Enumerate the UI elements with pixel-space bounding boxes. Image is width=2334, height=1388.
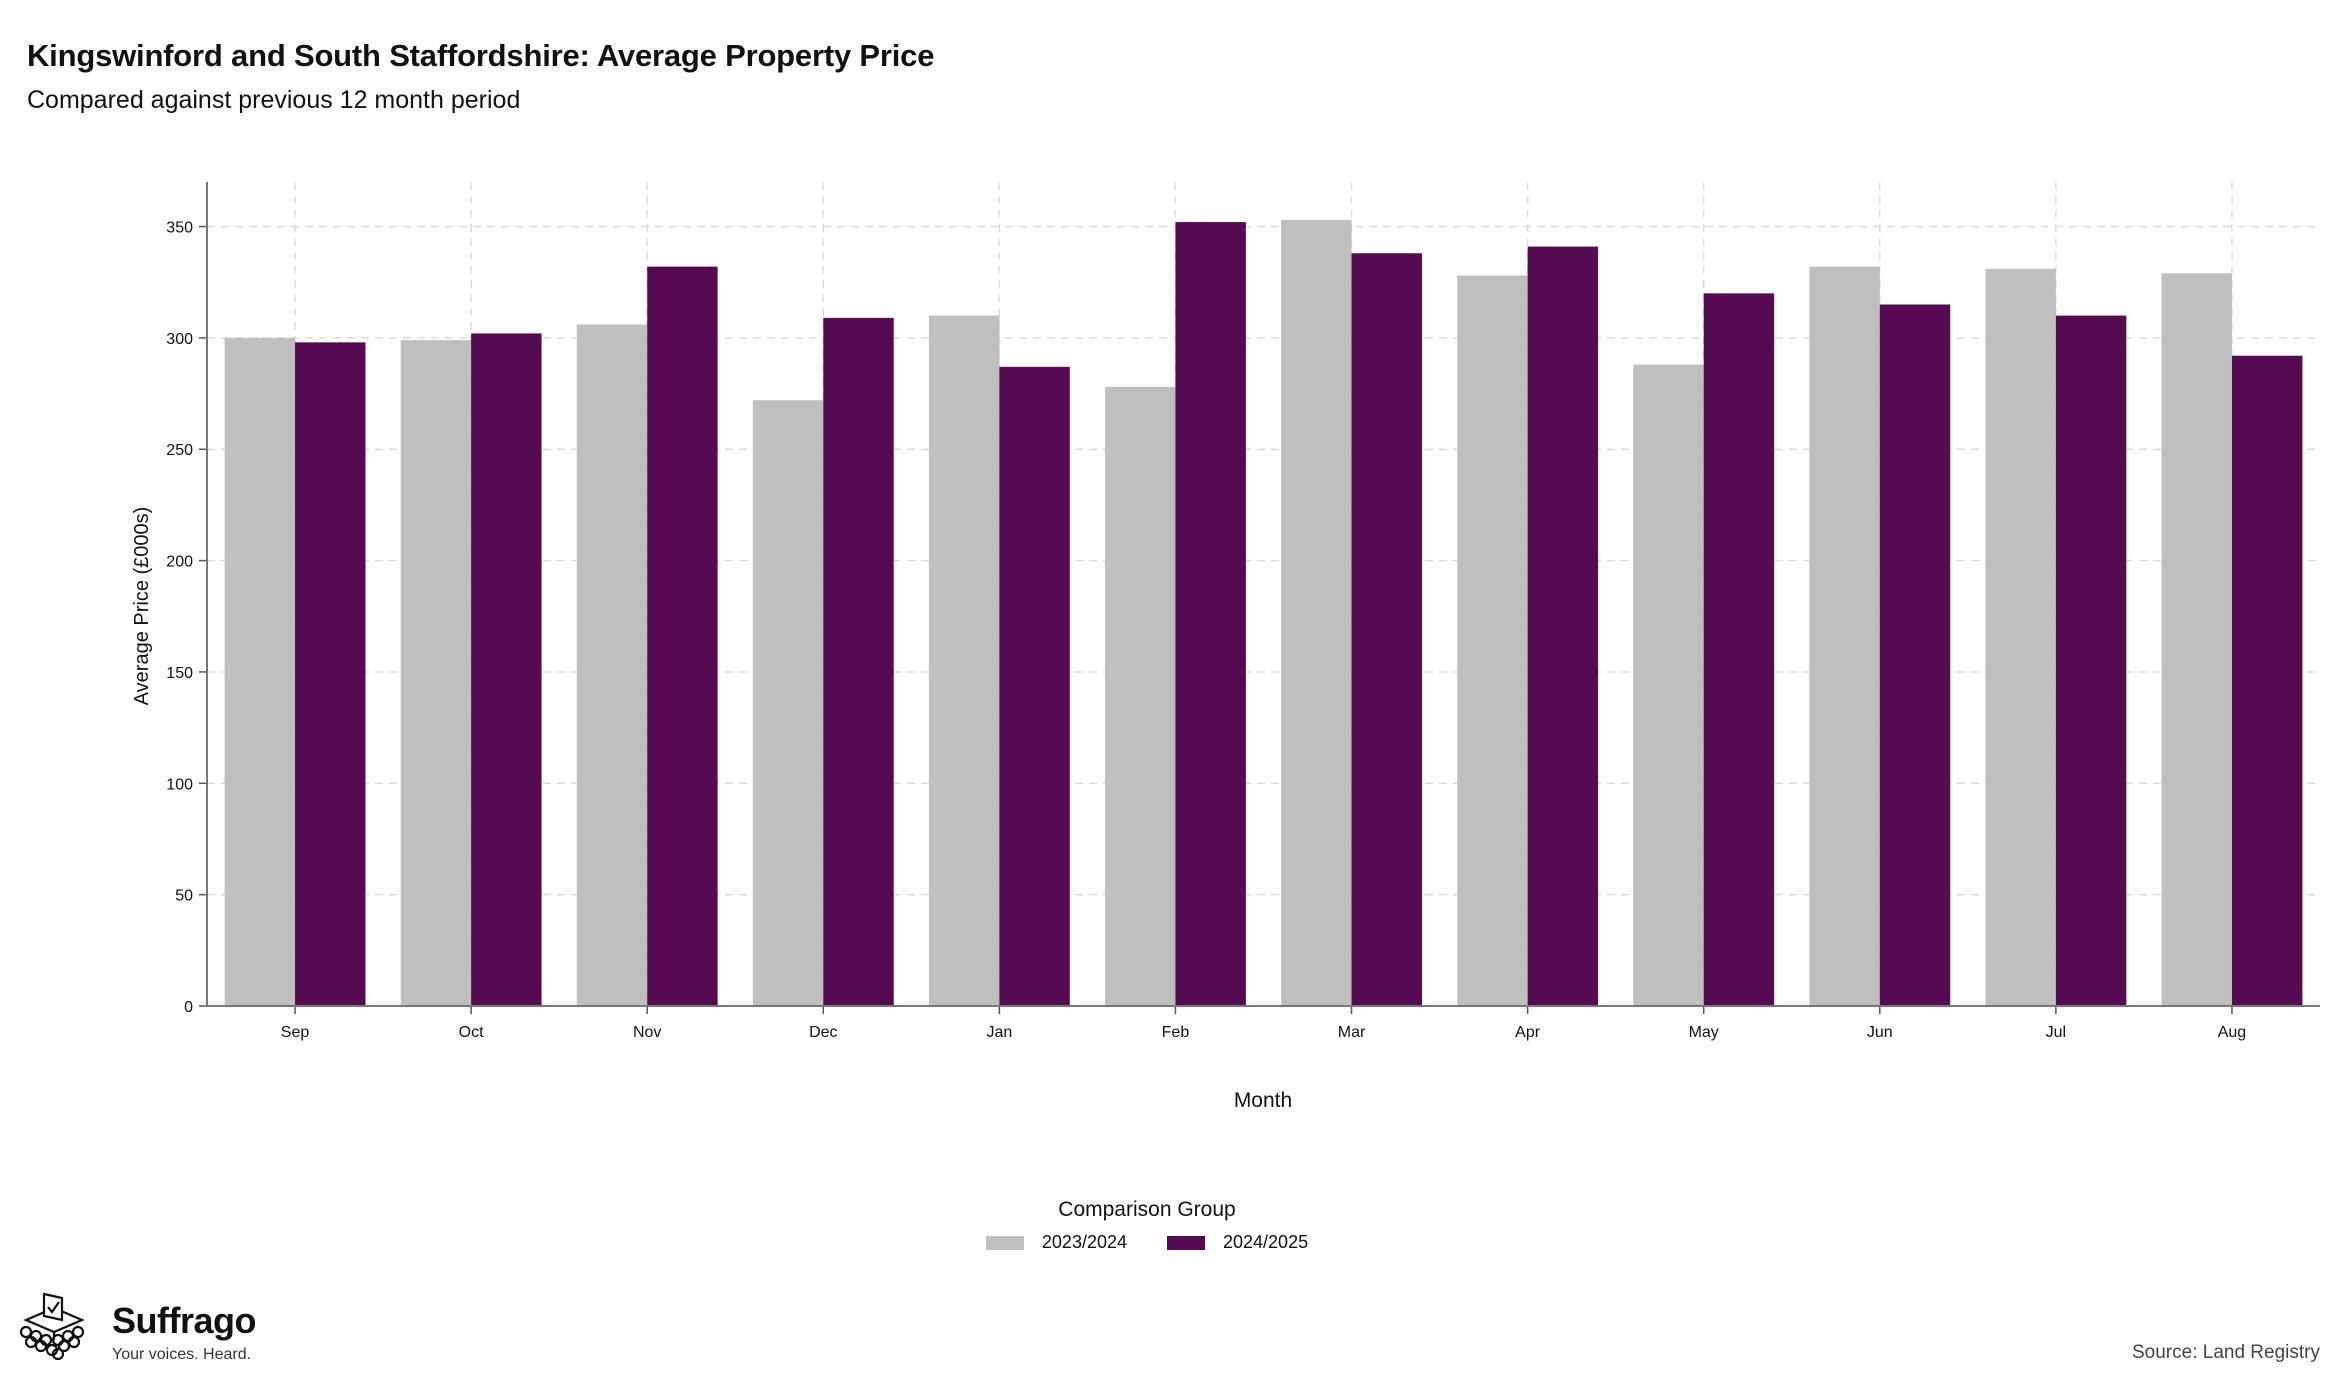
bar-2024-2025-mar: [1351, 253, 1422, 1006]
legend-title: Comparison Group: [1058, 1198, 1236, 1221]
legend-item-2024-2025: 2024/2025: [1167, 1232, 1308, 1253]
bar-2024-2025-aug: [2231, 355, 2303, 1006]
bar-2024-2025-dec: [823, 317, 894, 1007]
bar-2023-2024-jul: [1985, 268, 2056, 1006]
x-tick-label: Aug: [2218, 1024, 2246, 1041]
axes: 0 50 100 150 200 250 300 350 Sep Oct Nov Dec Jan Feb M…: [166, 182, 2320, 1041]
bar-2024-2025-jul: [2055, 315, 2127, 1007]
bar-2024-2025-sep: [295, 342, 366, 1006]
bar-2023-2024-aug: [2161, 273, 2232, 1006]
x-tick-label: Feb: [1162, 1024, 1190, 1041]
bar-2023-2024-jun: [1809, 266, 1880, 1006]
y-tick-label: 200: [166, 554, 193, 571]
y-tick-label: 250: [166, 442, 193, 459]
x-tick-label: Apr: [1515, 1024, 1541, 1041]
brand-tagline: Your voices. Heard.: [112, 1346, 252, 1363]
bar-2024-2025-may: [1703, 293, 1775, 1007]
legend-swatch: [985, 1235, 1024, 1250]
x-tick-label: Nov: [633, 1024, 661, 1041]
legend: Comparison Group 2023/2024 2024/2025: [0, 1198, 2334, 1253]
y-tick-label: 50: [175, 888, 193, 905]
y-tick-label: 300: [166, 331, 193, 348]
bar-2024-2025-jun: [1879, 304, 1951, 1007]
x-tick-label: Jan: [986, 1024, 1012, 1041]
bar-2023-2024-nov: [576, 324, 648, 1006]
source-note: Source: Land Registry: [2132, 1342, 2320, 1363]
y-tick-label: 0: [184, 999, 193, 1016]
y-tick-label: 150: [166, 665, 193, 682]
bar-2024-2025-feb: [1175, 222, 1246, 1006]
bar-2023-2024-apr: [1457, 275, 1528, 1006]
bar-2024-2025-nov: [647, 266, 718, 1006]
chart-title: Kingswinford and South Staffordshire: Av…: [27, 38, 935, 73]
bar-2023-2024-oct: [400, 340, 472, 1007]
x-axis-label: Month: [1234, 1089, 1292, 1112]
bars: [224, 219, 2303, 1007]
x-tick-label: Mar: [1338, 1024, 1366, 1041]
ballot-box-icon: [19, 1292, 85, 1361]
legend-item-2023-2024: 2023/2024: [985, 1232, 1127, 1253]
bar-2023-2024-dec: [752, 400, 824, 1006]
legend-label: 2023/2024: [1041, 1232, 1127, 1252]
x-tick-label: Dec: [809, 1024, 837, 1041]
x-tick-label: Sep: [281, 1024, 310, 1041]
legend-swatch: [1167, 1235, 1205, 1250]
y-tick-label: 350: [166, 220, 193, 237]
bar-2023-2024-sep: [224, 337, 296, 1006]
x-tick-label: May: [1689, 1024, 1719, 1041]
bar-2023-2024-mar: [1281, 219, 1352, 1006]
x-tick-label: Oct: [459, 1024, 484, 1041]
bar-2024-2025-apr: [1527, 246, 1599, 1006]
bar-2023-2024-jan: [928, 315, 1000, 1007]
x-tick-label: Jul: [2046, 1024, 2066, 1041]
y-axis-label: Average Price (£000s): [131, 507, 153, 706]
x-tick-label: Jun: [1867, 1024, 1893, 1041]
y-tick-label: 100: [166, 776, 193, 793]
bar-2023-2024-may: [1633, 364, 1704, 1006]
bar-2024-2025-jan: [999, 366, 1070, 1006]
chart-subtitle: Compared against previous 12 month perio…: [27, 86, 521, 114]
legend-label: 2024/2025: [1223, 1232, 1309, 1252]
brand-name: Suffrago: [112, 1300, 257, 1341]
bar-2023-2024-feb: [1105, 386, 1176, 1006]
bar-2024-2025-oct: [471, 333, 542, 1006]
